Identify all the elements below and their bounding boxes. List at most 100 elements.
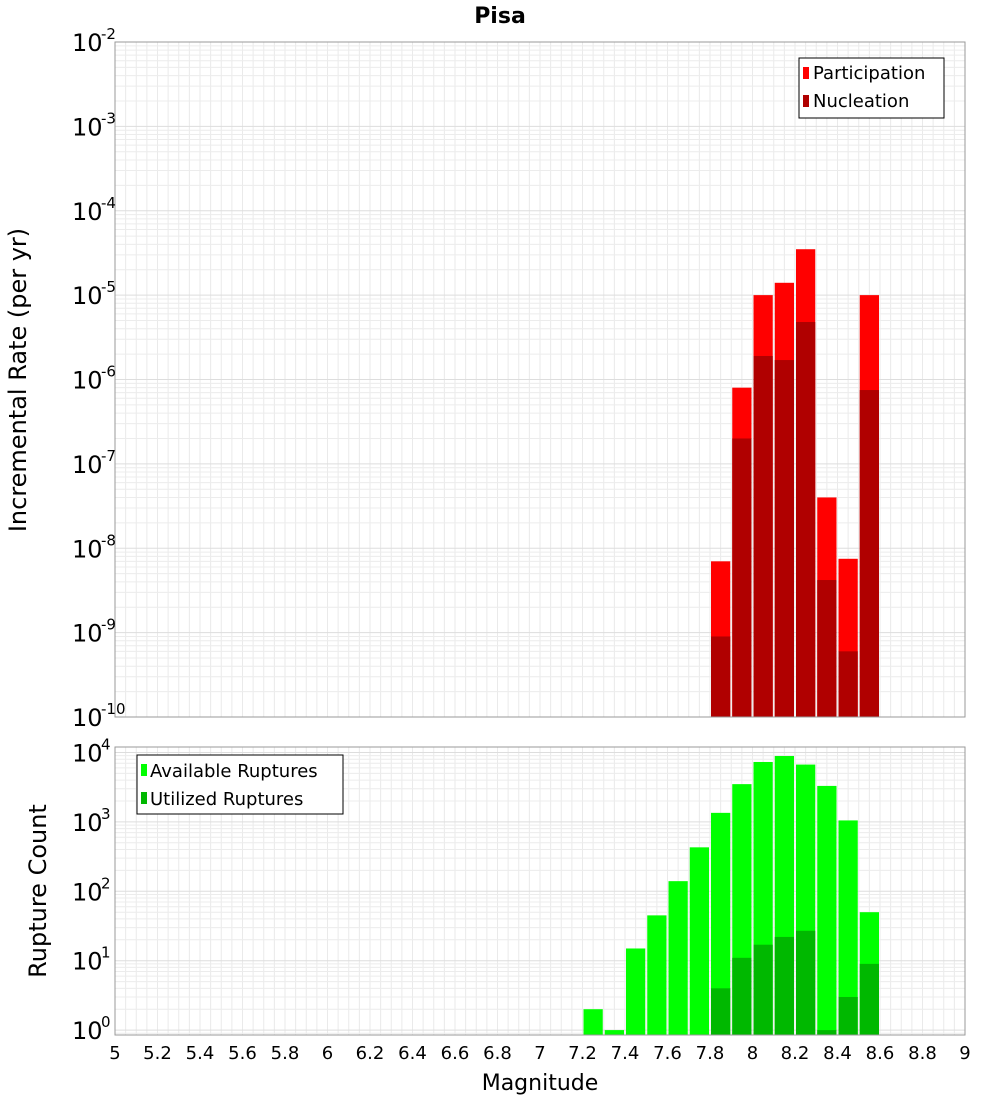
top-bar-nucleation-m8.2 [796,322,816,717]
top-bar-nucleation-m8.4 [838,651,858,717]
bottom-ytick-label: 10 [72,739,103,767]
top-ytick-label: 10 [72,620,103,648]
top-bar-nucleation-m8.3 [817,580,837,717]
bottom-ytick-label: 10 [72,948,103,976]
x-tick-label: 6.8 [483,1043,512,1064]
top-bar-nucleation-m7.8 [711,636,731,717]
x-tick-label: 8.4 [823,1043,852,1064]
top-bar-nucleation-m8.5 [859,390,879,717]
x-tick-label: 7.8 [696,1043,725,1064]
top-ytick-exponent: -4 [101,194,116,212]
top-ytick-exponent: -7 [101,447,116,465]
top-ytick-exponent: -8 [101,531,116,549]
bottom-bar-utilized-ruptures-m7.9 [732,957,752,1035]
bottom-bar-available-ruptures-m7.6 [668,881,688,1035]
top-ytick-label: 10 [72,29,103,57]
bottom-ytick-label: 10 [72,878,103,906]
bottom-bar-utilized-ruptures-m8.1 [774,936,794,1035]
bottom-bar-utilized-ruptures-m8.4 [838,996,858,1035]
top-ytick-exponent: -5 [101,278,116,296]
top-legend: Participation Nucleation [798,57,945,119]
bottom-ytick-exponent: 2 [101,874,111,892]
x-tick-label: 5.4 [186,1043,215,1064]
x-tick-label: 8.8 [908,1043,937,1064]
bottom-bars [583,756,879,1035]
x-tick-label: 7.2 [568,1043,597,1064]
bottom-y-axis-label: Rupture Count [24,804,52,978]
x-tick-label: 8.6 [866,1043,895,1064]
top-ytick-exponent: -2 [101,25,116,43]
top-ytick-exponent: -3 [101,109,116,127]
top-ytick-label: 10 [72,198,103,226]
bottom-legend-box [136,754,344,815]
x-tick-label: 5.8 [271,1043,300,1064]
top-ytick-label: 10 [72,282,103,310]
top-ytick-label: 10 [72,113,103,141]
legend-label-nucleation: Nucleation [813,91,909,112]
legend-swatch-available [141,764,147,776]
bottom-bar-available-ruptures-m7.3 [604,1030,624,1035]
bottom-bar-utilized-ruptures-m8.0 [753,944,773,1035]
x-tick-label: 5 [109,1043,120,1064]
chart-title: Pisa [474,4,526,29]
top-ytick-exponent: -10 [101,700,126,718]
legend-swatch-participation [803,67,809,79]
top-ytick-label: 10 [72,704,103,732]
top-y-axis-label: Incremental Rate (per yr) [4,228,32,532]
top-ytick-label: 10 [72,451,103,479]
top-bars [711,249,879,718]
bottom-ytick-label: 10 [72,1017,103,1045]
bottom-bar-utilized-ruptures-m8.5 [859,963,879,1035]
top-ytick-label: 10 [72,535,103,563]
bottom-bar-utilized-ruptures-m8.3 [817,1030,837,1035]
top-ytick-exponent: -6 [101,363,116,381]
bottom-bar-available-ruptures-m7.5 [647,915,667,1035]
bottom-bar-available-ruptures-m7.8 [711,812,731,1035]
bottom-bar-utilized-ruptures-m8.2 [796,930,816,1035]
bottom-ytick-exponent: 4 [101,735,111,753]
x-tick-label: 5.6 [228,1043,257,1064]
x-tick-label: 6.2 [356,1043,385,1064]
top-legend-box [798,57,945,119]
bottom-ytick-label: 10 [72,809,103,837]
legend-label-utilized: Utilized Ruptures [150,789,303,810]
x-axis-label: Magnitude [482,1071,599,1096]
top-bar-nucleation-m8.0 [753,355,773,717]
top-y-ticks: 10-210-310-410-510-610-710-810-910-10 [72,25,126,732]
x-tick-label: 6.4 [398,1043,427,1064]
bottom-plot-border [114,746,966,1036]
legend-swatch-nucleation [803,95,809,107]
legend-label-available: Available Ruptures [150,761,318,782]
x-tick-label: 7.6 [653,1043,682,1064]
top-grid [114,41,966,718]
bottom-bar-utilized-ruptures-m7.8 [711,988,731,1035]
x-tick-label: 6 [322,1043,333,1064]
bottom-bar-available-ruptures-m8.3 [817,785,837,1035]
top-bar-nucleation-m8.1 [774,360,794,717]
x-tick-label: 7 [534,1043,545,1064]
participation-panel: 10-210-310-410-510-610-710-810-910-10 In… [4,25,966,732]
legend-label-participation: Participation [813,63,925,84]
bottom-ytick-exponent: 0 [101,1013,111,1031]
x-tick-label: 8.2 [781,1043,810,1064]
bottom-bar-available-ruptures-m8.4 [838,820,858,1035]
x-ticks: 5 5.2 5.4 5.6 5.8 6 6.2 6.4 6.6 6.8 7 7.2 7.4 7.6 7.8 8… [109,1043,970,1064]
x-tick-label: 6.6 [441,1043,470,1064]
legend-swatch-utilized [141,792,147,804]
bottom-bar-available-ruptures-m7.4 [626,948,646,1035]
bottom-bar-available-ruptures-m7.2 [583,1009,603,1035]
x-tick-label: 8 [747,1043,758,1064]
top-bar-nucleation-m7.9 [732,438,752,717]
x-tick-label: 9 [959,1043,970,1064]
bottom-ytick-exponent: 3 [101,805,111,823]
x-tick-label: 5.2 [143,1043,172,1064]
bottom-legend: Available Ruptures Utilized Ruptures [136,754,344,815]
top-ytick-exponent: -9 [101,616,116,634]
top-ytick-label: 10 [72,367,103,395]
top-plot-border [114,41,966,718]
bottom-ytick-exponent: 1 [101,944,111,962]
bottom-bar-available-ruptures-m7.7 [689,847,709,1035]
